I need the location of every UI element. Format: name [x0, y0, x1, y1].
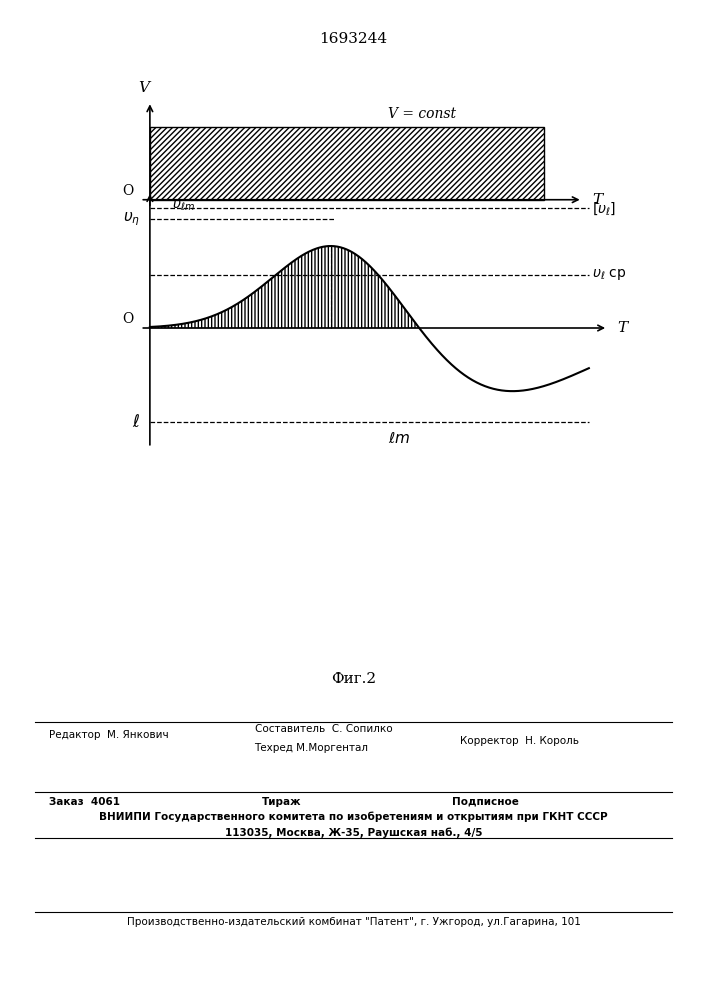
Text: T: T	[592, 193, 602, 207]
Text: O: O	[123, 184, 134, 198]
Text: $\ell$: $\ell$	[132, 414, 141, 431]
Text: Редактор  М. Янкович: Редактор М. Янкович	[49, 730, 169, 740]
Bar	[150, 127, 544, 200]
Text: 1693244: 1693244	[320, 32, 387, 46]
Text: $\upsilon_{\ell}$ ср: $\upsilon_{\ell}$ ср	[592, 267, 626, 282]
Text: Тираж: Тираж	[262, 797, 301, 807]
Text: ВНИИПИ Государственного комитета по изобретениям и открытиям при ГКНТ СССР: ВНИИПИ Государственного комитета по изоб…	[99, 811, 608, 822]
Text: Заказ  4061: Заказ 4061	[49, 797, 120, 807]
Text: $\ell m$: $\ell m$	[388, 431, 411, 446]
Text: Подписное: Подписное	[452, 797, 520, 807]
Text: Составитель  С. Сопилко: Составитель С. Сопилко	[255, 724, 392, 734]
Text: Корректор  Н. Король: Корректор Н. Король	[460, 736, 578, 746]
Text: Производственно-издательский комбинат "Патент", г. Ужгород, ул.Гагарина, 101: Производственно-издательский комбинат "П…	[127, 917, 580, 927]
Text: $\upsilon_{\ell m}$: $\upsilon_{\ell m}$	[173, 198, 195, 213]
Text: Фиг.2: Фиг.2	[331, 672, 376, 686]
Text: 113035, Москва, Ж-35, Раушская наб., 4/5: 113035, Москва, Ж-35, Раушская наб., 4/5	[225, 828, 482, 838]
Text: $[\upsilon_{\ell}]$: $[\upsilon_{\ell}]$	[592, 200, 617, 217]
Text: T: T	[618, 321, 628, 335]
Text: V = const: V = const	[388, 107, 456, 121]
Text: $\upsilon_{\mathit{\eta}}$: $\upsilon_{\mathit{\eta}}$	[123, 210, 141, 228]
Text: O: O	[123, 312, 134, 326]
Text: V: V	[138, 81, 149, 95]
Text: Техред М.Моргентал: Техред М.Моргентал	[255, 743, 368, 753]
